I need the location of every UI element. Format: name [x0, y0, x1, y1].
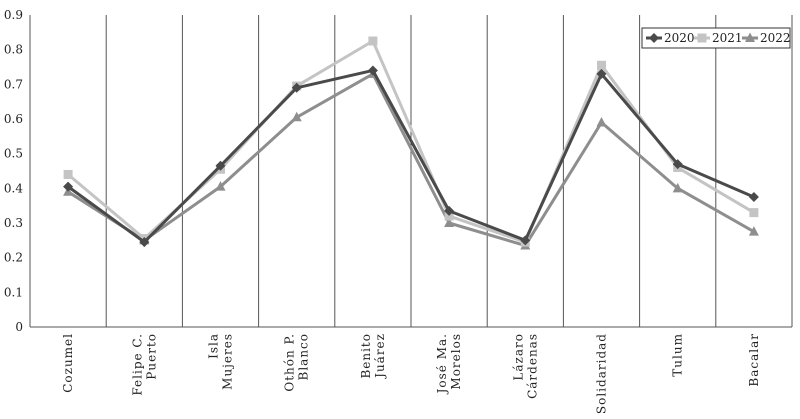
x-tick-label: Benito [359, 333, 373, 379]
data-point [215, 160, 226, 171]
data-point [672, 182, 683, 193]
axes [29, 15, 792, 328]
y-tick-label: 0.4 [4, 181, 23, 195]
x-category-label: Felipe C. Puerto [130, 333, 158, 396]
legend-label: 2020 [664, 31, 695, 45]
x-tick-label: Bacalar [747, 333, 761, 387]
x-tick-label: Lázaro [511, 333, 525, 381]
x-category-label: Solidaridad [595, 333, 609, 414]
legend-box [641, 27, 791, 49]
data-point [444, 211, 454, 221]
x-category-label: Benito Juárez [359, 333, 387, 380]
legend-marker [649, 33, 659, 43]
legend-entry: 2020 [646, 31, 695, 45]
y-axis-tick-labels: 0 0.1 0.2 0.3 0.4 0.5 0.6 0.7 0.8 0.9 [4, 8, 23, 334]
series-line [67, 72, 755, 248]
x-tick-label: Felipe C. [130, 333, 144, 396]
x-category-label: José Ma. Morelos [435, 333, 463, 395]
data-point [749, 208, 759, 218]
data-point [215, 181, 226, 191]
data-point [444, 205, 455, 216]
data-point [444, 217, 455, 227]
data-point [291, 82, 302, 93]
data-point [748, 226, 759, 236]
legend-marker [697, 33, 707, 43]
y-tick-label: 0.1 [4, 285, 23, 299]
data-point [596, 68, 607, 79]
x-tick-label: Solidaridad [595, 333, 609, 414]
x-tick-label: José Ma. [435, 333, 449, 395]
series-2022 [63, 68, 759, 250]
y-tick-label: 0.7 [4, 77, 23, 91]
x-tick-label: Cárdenas [525, 333, 539, 399]
x-category-label: Cozumel [61, 333, 75, 393]
x-tick-label: Othón P. [283, 333, 297, 392]
data-point [291, 111, 302, 122]
data-point [139, 237, 150, 248]
data-point [63, 181, 74, 192]
data-point [367, 65, 378, 76]
data-point [597, 60, 606, 70]
legend-marker [745, 32, 755, 42]
x-category-label: Tulum [671, 333, 685, 377]
legend-entry: 2021 [694, 31, 743, 45]
x-tick-label: Morelos [449, 333, 463, 390]
data-point [596, 116, 607, 127]
data-point [748, 192, 759, 202]
series-2020 [63, 65, 759, 248]
x-category-label: Lázaro Cárdenas [511, 333, 539, 399]
x-tick-label: Juárez [373, 333, 387, 380]
x-tick-label: Isla [207, 333, 221, 359]
data-point [520, 235, 531, 246]
x-tick-label: Cozumel [61, 333, 75, 393]
y-tick-label: 0.9 [4, 8, 23, 22]
y-tick-label: 0.8 [4, 43, 23, 57]
legend-label: 2022 [760, 31, 791, 45]
legend: 2020 2021 2022 [641, 27, 791, 49]
y-tick-label: 0.2 [4, 251, 23, 265]
vertical-gridlines [105, 15, 793, 327]
legend-entry: 2022 [742, 31, 791, 45]
x-tick-label: Blanco [297, 333, 311, 380]
y-tick-label: 0.5 [4, 147, 23, 161]
y-tick-label: 0.6 [4, 112, 23, 126]
x-category-label: Isla Mujeres [207, 333, 235, 390]
x-category-label: Othón P. Blanco [283, 333, 311, 392]
data-series [63, 36, 759, 250]
legend-label: 2021 [712, 31, 743, 45]
data-point [368, 36, 378, 46]
x-axis-category-labels: Cozumel Felipe C. Puerto Isla Mujeres Othón P… [61, 333, 761, 414]
x-tick-label: Mujeres [221, 333, 235, 390]
data-point [672, 159, 683, 170]
series-line [67, 68, 755, 244]
x-category-label: Bacalar [747, 333, 761, 387]
x-tick-label: Tulum [671, 333, 685, 377]
data-point [63, 169, 73, 179]
y-tick-label: 0.3 [4, 216, 23, 230]
x-tick-label: Puerto [144, 333, 158, 380]
y-tick-label: 0 [15, 320, 23, 334]
